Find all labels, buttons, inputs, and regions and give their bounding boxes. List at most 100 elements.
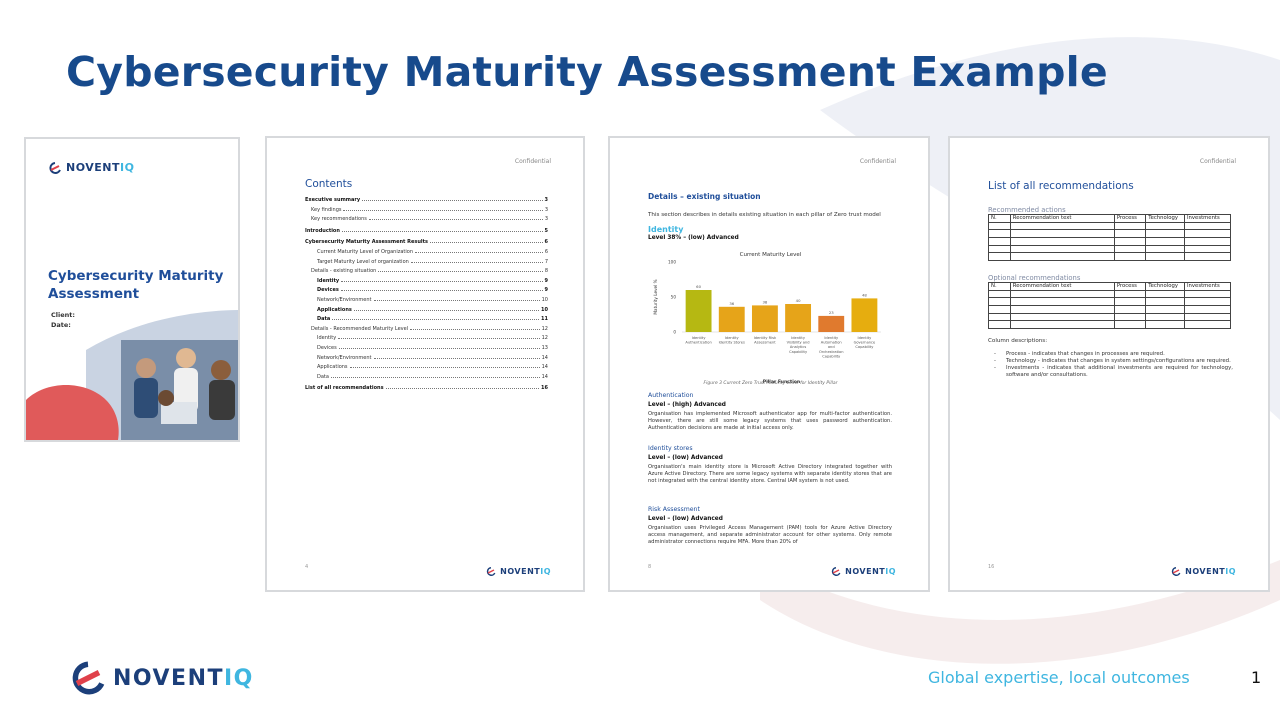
optional-recommendations-table: N. Recommendation text Process Technology In…	[988, 282, 1231, 330]
chart-title: Current Maturity Level	[740, 252, 802, 258]
bar	[851, 298, 878, 332]
noventiq-logo-icon	[487, 567, 496, 576]
toc-entry[interactable]: Details - existing situation 8	[305, 268, 548, 278]
toc-entry[interactable]: Identity 9	[305, 278, 548, 288]
table-cell	[1009, 237, 1115, 246]
x-tick-label: Assessment	[754, 341, 776, 345]
pillar-heading: Identity	[648, 225, 684, 234]
toc-entry[interactable]: Network/Environment 14	[305, 355, 548, 365]
toc-entry[interactable]: Applications 14	[305, 364, 548, 374]
table-cell	[1145, 221, 1185, 231]
pillar-level: Level 38% – (low) Advanced	[648, 235, 739, 241]
contents-heading: Contents	[305, 178, 353, 190]
toc-entry-page: 3	[544, 197, 548, 203]
toc-leader-dots	[332, 317, 540, 321]
toc-leader-dots	[385, 386, 540, 390]
toc-entry[interactable]: Data 14	[305, 374, 548, 384]
section-heading: Details – existing situation	[648, 192, 761, 201]
block-text: Organisation uses Privileged Access Mana…	[648, 525, 892, 545]
x-tick-label: Governance	[854, 341, 876, 345]
x-tick-label: Capability	[822, 354, 841, 358]
toc-entry[interactable]: Cybersecurity Maturity Assessment Result…	[305, 239, 548, 249]
x-tick-label: Visibility and	[787, 341, 810, 345]
table-cell	[1113, 305, 1147, 314]
contents-page-thumbnail[interactable]: Confidential Contents Executive summary 3…	[265, 136, 585, 592]
column-header: Recommendation text	[1009, 214, 1115, 223]
column-header: N.	[988, 282, 1011, 291]
optional-recommendations-label: Optional recommendations	[988, 274, 1081, 282]
table-cell	[988, 252, 1011, 262]
toc-entry-page: 6	[544, 248, 548, 255]
toc-entry-page: 7	[544, 258, 548, 265]
toc-entry[interactable]: Key findings 3	[305, 207, 548, 217]
bar-value-label: 60	[696, 284, 701, 289]
cover-page-thumbnail[interactable]: NOVENTIQ Cybersecurity Maturity Assessme…	[24, 137, 240, 442]
toc-entry-text: Network/Environment	[317, 296, 372, 303]
column-header: Investments	[1184, 214, 1231, 223]
toc-entry-text: Introduction	[305, 227, 340, 234]
table-cell	[1009, 289, 1115, 299]
toc-entry-page: 12	[541, 335, 548, 342]
table-cell	[1009, 297, 1115, 307]
column-header: Technology	[1145, 282, 1185, 291]
toc-entry[interactable]: Current Maturity Level of Organization 6	[305, 249, 548, 259]
table-cell	[1009, 305, 1115, 314]
table-cell	[988, 305, 1011, 314]
toc-entry[interactable]: Network/Environment 10	[305, 297, 548, 307]
toc-entry-text: List of all recommendations	[305, 385, 384, 392]
page-number: 16	[988, 564, 995, 570]
toc-entry[interactable]: Devices 9	[305, 287, 548, 297]
toc-entry[interactable]: Key recommendations 3	[305, 216, 548, 226]
table-cell	[1145, 237, 1185, 246]
bar	[785, 304, 812, 332]
x-tick-label: Identity	[791, 336, 806, 340]
table-cell	[1113, 289, 1147, 299]
toc-entry[interactable]: Executive summary 3	[305, 197, 548, 207]
table-cell	[988, 312, 1011, 322]
toc-entry[interactable]: Devices 13	[305, 345, 548, 355]
toc-entry[interactable]: Identity 12	[305, 335, 548, 345]
slide-number: 1	[1251, 668, 1262, 687]
bar-value-label: 23	[829, 310, 834, 315]
table-cell	[1113, 237, 1147, 246]
x-tick-label: Identity	[692, 336, 707, 340]
table-cell	[1145, 252, 1185, 262]
noventiq-logo-icon	[1172, 567, 1181, 576]
y-tick-label: 100	[668, 260, 676, 265]
toc-entry[interactable]: Applications 10	[305, 307, 548, 317]
toc-entry[interactable]: Details - Recommended Maturity Level 12	[305, 326, 548, 336]
toc-entry-text: Key recommendations	[311, 216, 367, 223]
table-cell	[1145, 244, 1185, 254]
table-cell	[1009, 244, 1115, 254]
toc-entry-text: Data	[317, 373, 329, 380]
block-level: Level – (low) Advanced	[648, 455, 723, 461]
x-tick-label: Capability	[855, 345, 874, 349]
table-cell	[1184, 221, 1231, 231]
toc-leader-dots	[378, 269, 543, 273]
table-row	[988, 237, 1231, 246]
noventiq-logo-icon	[49, 161, 61, 174]
column-header: Technology	[1145, 214, 1185, 223]
recommendations-page-thumbnail[interactable]: Confidential List of all recommendations…	[948, 136, 1270, 592]
toc-leader-dots	[410, 327, 540, 330]
toc-entry-page: 16	[541, 385, 548, 392]
column-header: Investments	[1184, 282, 1231, 291]
toc-entry-text: Details - existing situation	[311, 268, 377, 275]
toc-entry-text: Details - Recommended Maturity Level	[311, 325, 409, 332]
table-cell	[1009, 320, 1115, 330]
page-number: 8	[648, 564, 652, 570]
details-page-thumbnail[interactable]: Confidential Details – existing situatio…	[608, 136, 930, 592]
cover-title: Cybersecurity Maturity Assessment	[48, 268, 224, 302]
toc-entry[interactable]: Introduction 5	[305, 228, 548, 238]
toc-entry-page: 13	[541, 344, 548, 351]
toc-entry[interactable]: Data 11	[305, 316, 548, 326]
footer-logo: NOVENTIQ	[485, 567, 551, 576]
table-cell	[1113, 244, 1147, 254]
toc-entry[interactable]: Target Maturity Level of organization 7	[305, 259, 548, 269]
toc-entry-text: Devices	[317, 344, 337, 351]
toc-entry-text: Identity	[317, 277, 340, 284]
toc-entry[interactable]: List of all recommendations 16	[305, 385, 548, 395]
toc-entry-page: 14	[541, 364, 548, 371]
table-cell	[1145, 320, 1185, 330]
toc-leader-dots	[430, 240, 543, 244]
